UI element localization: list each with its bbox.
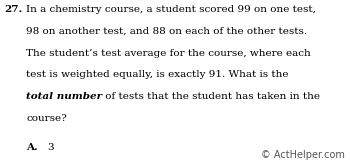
Text: 27.: 27. bbox=[4, 5, 22, 14]
Text: 98 on another test, and 88 on each of the other tests.: 98 on another test, and 88 on each of th… bbox=[26, 27, 307, 36]
Text: of tests that the student has taken in the: of tests that the student has taken in t… bbox=[102, 92, 320, 101]
Text: 3: 3 bbox=[47, 143, 54, 152]
Text: A.: A. bbox=[26, 143, 38, 152]
Text: total number: total number bbox=[26, 92, 102, 101]
Text: In a chemistry course, a student scored 99 on one test,: In a chemistry course, a student scored … bbox=[26, 5, 316, 14]
Text: course?: course? bbox=[26, 114, 67, 123]
Text: test is weighted equally, is exactly 91. What is the: test is weighted equally, is exactly 91.… bbox=[26, 70, 289, 80]
Text: The student’s test average for the course, where each: The student’s test average for the cours… bbox=[26, 49, 311, 58]
Text: © ActHelper.com: © ActHelper.com bbox=[261, 150, 345, 160]
